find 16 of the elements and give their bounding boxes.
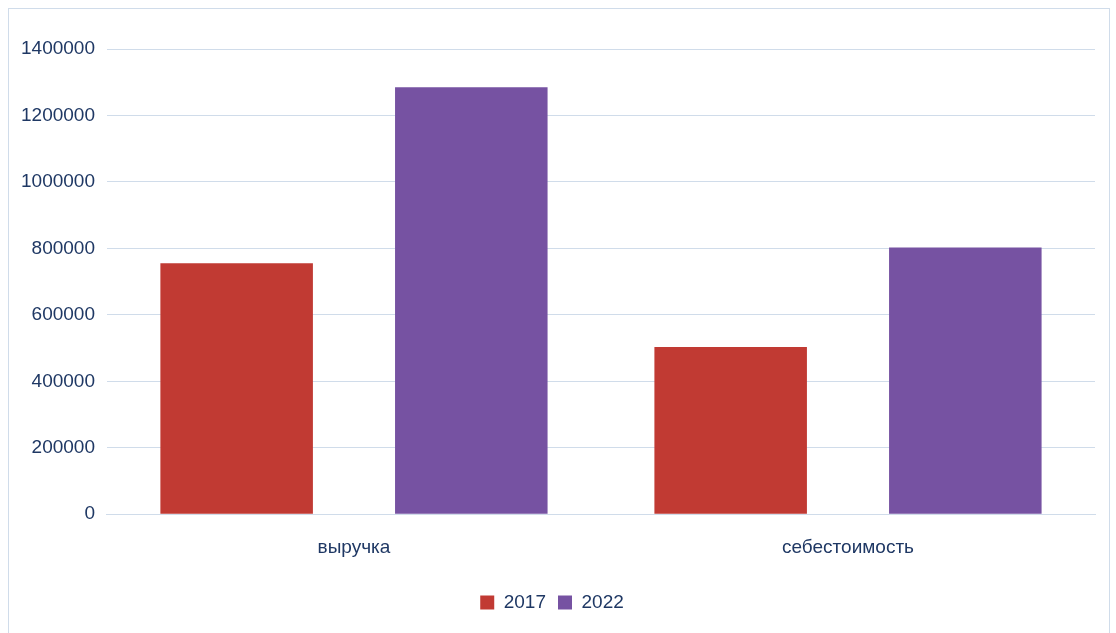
legend-label: 2022 [581, 590, 624, 612]
bar [160, 263, 313, 514]
y-tick-label: 0 [84, 502, 95, 524]
y-tick-label: 600000 [31, 303, 95, 325]
bar [889, 247, 1042, 514]
y-tick-label: 800000 [31, 236, 95, 258]
legend-label: 2017 [503, 590, 547, 612]
y-tick-label: 1400000 [21, 37, 95, 59]
y-tick-label: 400000 [31, 369, 95, 391]
bar [395, 87, 548, 514]
y-tick-label: 1000000 [21, 170, 95, 192]
x-tick-label: выручка [317, 535, 391, 557]
y-tick-label: 1200000 [21, 103, 95, 125]
bar [654, 347, 807, 514]
x-tick-label: себестоимость [781, 535, 915, 557]
y-tick-label: 200000 [31, 435, 95, 457]
